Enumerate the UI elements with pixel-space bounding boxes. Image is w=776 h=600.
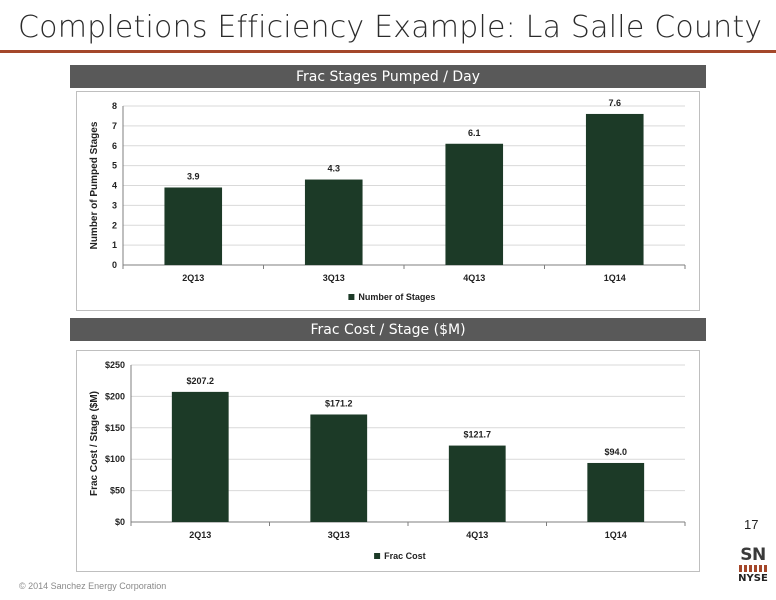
- chart-frac-cost-svg: $0 $50 $100 $150 $200 $250 Frac Cost / Stage (…: [89, 360, 686, 561]
- chart-1-category-label: 3Q13: [328, 530, 350, 540]
- chart-1-ytick-label: $150: [105, 423, 125, 433]
- chart-0-category-label: 2Q13: [182, 273, 204, 283]
- chart-1-legend-label: Frac Cost: [384, 551, 426, 561]
- chart-1-ytick-label: $250: [105, 360, 125, 370]
- chart-0-ytick-label: 1: [112, 240, 117, 250]
- chart-0-ytick-label: 7: [112, 121, 117, 131]
- chart-1-data-label: $94.0: [604, 447, 627, 457]
- chart-0-ytick-label: 5: [112, 161, 117, 171]
- chart-0-ytick-label: 2: [112, 220, 117, 230]
- chart-0-data-label: 4.3: [327, 164, 340, 174]
- chart-0-ytick-label: 0: [112, 260, 117, 270]
- slide-title: Completions Efficiency Example: La Salle…: [18, 10, 763, 45]
- chart-1-bar: [587, 462, 645, 522]
- chart-1-ytick-label: $0: [115, 517, 125, 527]
- copyright-notice: © 2014 Sanchez Energy Corporation: [19, 581, 167, 591]
- chart-0-bar: [164, 187, 223, 265]
- chart-0-y-axis-title: Number of Pumped Stages: [89, 121, 100, 249]
- chart-1-ytick-label: $200: [105, 391, 125, 401]
- chart-0-data-label: 7.6: [608, 98, 621, 108]
- chart-1-category-label: 4Q13: [466, 530, 488, 540]
- chart-0-bar: [304, 179, 363, 265]
- page-number: 17: [744, 517, 759, 532]
- chart-1-ytick-label: $50: [110, 486, 125, 496]
- chart-1-bar: [310, 414, 368, 522]
- chart-1-y-axis-title: Frac Cost / Stage ($M): [89, 391, 100, 496]
- company-logo: SN NYSE: [736, 547, 770, 589]
- chart-0-data-label: 3.9: [187, 171, 200, 181]
- logo-stripe-mark: [739, 565, 767, 572]
- chart-frac-stages-svg: 0 1 2 3 4 5 6 7 8 Number of Pumped Stages 3.9 2Q13 4…: [89, 98, 686, 302]
- chart-frac-stages: 0 1 2 3 4 5 6 7 8 Number of Pumped Stages 3.9 2Q13 4…: [76, 91, 700, 311]
- chart-frac-cost: $0 $50 $100 $150 $200 $250 Frac Cost / Stage (…: [76, 350, 700, 572]
- chart-0-ytick-label: 4: [112, 181, 117, 191]
- chart-0-bar: [585, 113, 644, 265]
- chart-1-data-label: $121.7: [463, 430, 491, 440]
- chart-1-legend-swatch: [374, 553, 381, 559]
- section-header-stages: Frac Stages Pumped / Day: [70, 65, 706, 88]
- chart-1-bar: [171, 391, 229, 522]
- chart-0-category-label: 4Q13: [463, 273, 485, 283]
- chart-1-ytick-label: $100: [105, 454, 125, 464]
- logo-sn-text: SN: [740, 545, 766, 565]
- chart-1-data-label: $171.2: [325, 398, 353, 408]
- title-divider: [0, 50, 776, 53]
- chart-0-category-label: 1Q14: [604, 273, 626, 283]
- chart-0-data-label: 6.1: [468, 128, 481, 138]
- chart-0-bar: [445, 143, 504, 265]
- chart-0-ytick-label: 8: [112, 101, 117, 111]
- chart-0-category-label: 3Q13: [323, 273, 345, 283]
- chart-1-category-label: 2Q13: [189, 530, 211, 540]
- chart-1-bar: [448, 445, 506, 522]
- section-header-cost: Frac Cost / Stage ($M): [70, 318, 706, 341]
- chart-0-ytick-label: 6: [112, 141, 117, 151]
- logo-nyse-text: NYSE: [738, 573, 768, 584]
- chart-0-ytick-label: 3: [112, 200, 117, 210]
- chart-1-category-label: 1Q14: [605, 530, 627, 540]
- chart-0-legend-swatch: [348, 294, 355, 300]
- chart-1-data-label: $207.2: [186, 376, 214, 386]
- chart-0-legend-label: Number of Stages: [358, 292, 435, 302]
